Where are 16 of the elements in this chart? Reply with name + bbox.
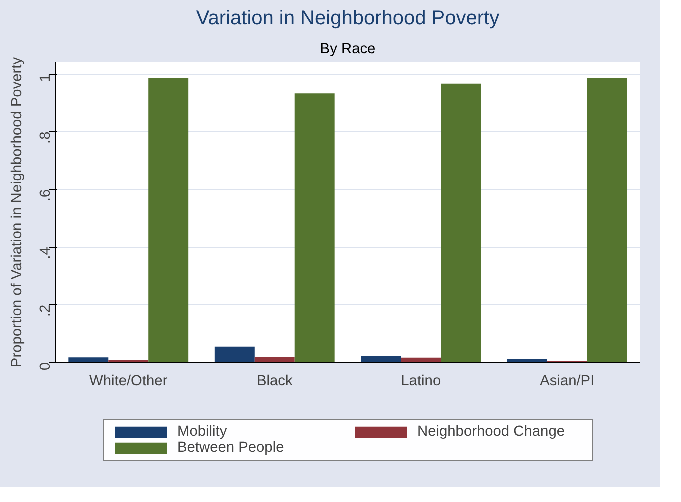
x-tick-label: Latino	[401, 374, 442, 390]
y-tick-label: .4	[38, 247, 54, 260]
y-tick-label: .8	[38, 132, 54, 144]
x-tick-label: Black	[256, 374, 294, 390]
y-tick-label: 1	[38, 74, 54, 82]
y-tick-label: .2	[38, 304, 54, 318]
y-axis-title: Proportion of Variation in Neighborhood Poverty	[10, 56, 26, 368]
legend-label: Between People	[178, 440, 286, 456]
x-tick-label: White/Other	[90, 374, 168, 390]
legend-label: Mobility	[178, 424, 228, 440]
legend-label: Neighborhood Change	[418, 424, 566, 440]
chart-subtitle: By Race	[320, 42, 376, 58]
y-tick-label: .6	[38, 189, 54, 202]
x-tick-label: Asian/PI	[540, 374, 595, 390]
y-tick-label: 0	[38, 362, 54, 371]
chart-title: Variation in Neighborhood Poverty	[196, 8, 500, 30]
